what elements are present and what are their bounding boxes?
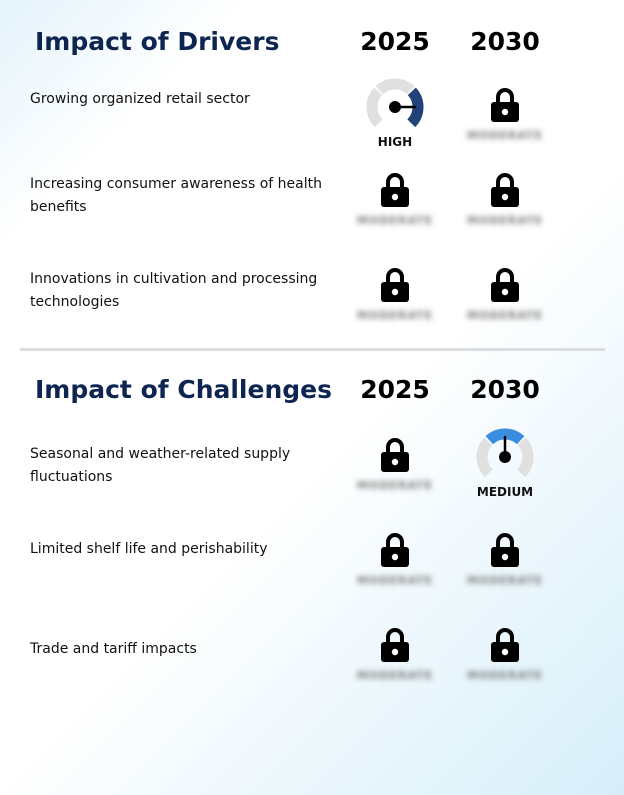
gauge-segment [476,437,493,478]
gauge-icon [340,75,450,139]
year-header: 2030 [470,27,540,56]
locked-value: MODERATE [356,214,434,227]
locked-value: MODERATE [466,214,544,227]
lock-icon[interactable] [340,532,450,572]
lock-icon[interactable] [450,627,560,667]
driver-label: Growing organized retail sector [30,91,250,107]
section-title: Impact of Challenges [35,375,332,404]
lock-icon[interactable] [450,172,560,212]
section-title: Impact of Drivers [35,27,280,56]
year-header: 2025 [360,27,430,56]
driver-label: Limited shelf life and perishability [30,541,268,557]
lock-icon[interactable] [340,627,450,667]
section-divider [20,348,605,351]
lock-icon[interactable] [450,532,560,572]
locked-value: MODERATE [466,574,544,587]
locked-value: MODERATE [356,669,434,682]
lock-icon[interactable] [340,267,450,307]
driver-label: Trade and tariff impacts [30,641,197,657]
locked-value: MODERATE [356,479,434,492]
year-header: 2030 [470,375,540,404]
gauge-level-label: HIGH [377,135,413,149]
gauge-level-label: MEDIUM [476,485,534,499]
locked-value: MODERATE [466,129,544,142]
gauge-segment [366,87,383,128]
lock-icon[interactable] [450,87,560,127]
gauge-segment [485,428,525,445]
gauge-icon [450,425,560,489]
lock-icon[interactable] [450,267,560,307]
locked-value: MODERATE [466,669,544,682]
gauge-segment [407,87,424,128]
year-header: 2025 [360,375,430,404]
lock-icon[interactable] [340,437,450,477]
driver-label: Increasing consumer awareness of health … [30,176,322,215]
driver-label: Innovations in cultivation and processin… [30,271,318,310]
locked-value: MODERATE [466,309,544,322]
driver-label: Seasonal and weather-related supply fluc… [30,446,291,485]
lock-icon[interactable] [340,172,450,212]
locked-value: MODERATE [356,574,434,587]
gauge-segment [375,78,415,95]
locked-value: MODERATE [356,309,434,322]
gauge-segment [517,437,534,478]
